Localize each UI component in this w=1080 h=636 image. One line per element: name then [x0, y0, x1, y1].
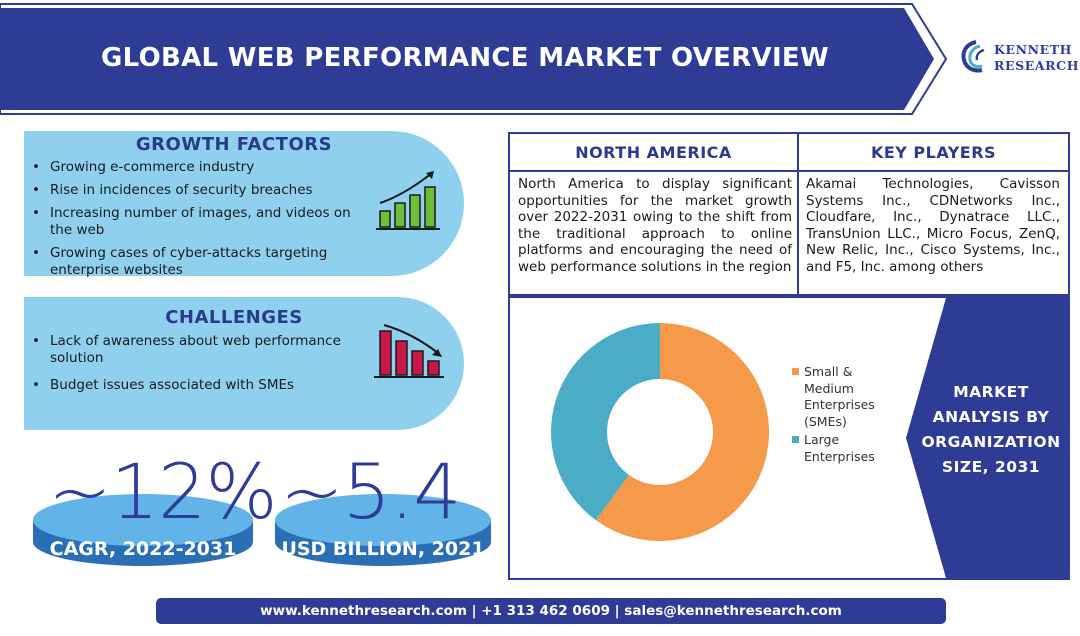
footer-contact-bar: www.kennethresearch.com | +1 313 462 060…: [156, 598, 946, 624]
cagr-value: ~12%: [48, 447, 278, 536]
market-analysis-line2: ANALYSIS BY: [932, 408, 1050, 426]
north-america-title: NORTH AMERICA: [575, 143, 732, 162]
list-item: Growing e-commerce industry: [28, 159, 358, 176]
challenges-title: CHALLENGES: [165, 307, 303, 328]
challenges-panel: CHALLENGES Lack of awareness about web p…: [24, 297, 464, 430]
challenges-list: Lack of awareness about web performance …: [28, 333, 368, 394]
donut-slice-0: [595, 323, 770, 541]
growth-chart-icon: [376, 171, 440, 230]
header-banner: [0, 3, 948, 115]
list-item: Rise in incidences of security breaches: [28, 182, 358, 199]
key-players-text: Akamai Technologies, Cavisson Systems In…: [806, 176, 1060, 275]
decline-chart-icon: [374, 324, 444, 378]
chart-frame: [508, 296, 1070, 580]
legend-label: Large Enterprises: [804, 432, 875, 464]
growth-factors-title: GROWTH FACTORS: [135, 134, 333, 155]
kenneth-research-logo: KENNETH RESEARCH: [960, 38, 1080, 78]
organization-size-donut-chart: [551, 323, 770, 541]
key-players-title: KEY PLAYERS: [870, 143, 997, 162]
market-analysis-line1: MARKET: [953, 383, 1029, 401]
growth-factors-list: Growing e-commerce industry Rise in inci…: [28, 159, 358, 279]
market-size-pedestal: [275, 494, 491, 566]
market-analysis-line4: SIZE, 2031: [941, 458, 1041, 476]
key-players-body-box: [797, 170, 1070, 296]
kenneth-research-logo-icon: [961, 40, 985, 73]
legend-label: Small & Medium Enterprises (SMEs): [804, 364, 875, 429]
growth-factors-panel: GROWTH FACTORS Growing e-commerce indust…: [24, 131, 464, 279]
north-america-text: North America to display significant opp…: [518, 176, 792, 275]
legend-swatch: [792, 436, 799, 443]
page-title: GLOBAL WEB PERFORMANCE MARKET OVERVIEW: [101, 43, 829, 73]
legend-swatch: [792, 368, 799, 375]
list-item: Growing cases of cyber-attacks targeting…: [28, 245, 358, 279]
market-analysis-title: MARKET ANALYSIS BY ORGANIZATION SIZE, 20…: [916, 380, 1066, 480]
logo-line1: KENNETH: [994, 42, 1073, 57]
cagr-label: CAGR, 2022-2031: [49, 538, 237, 560]
cagr-pedestal: [33, 494, 253, 566]
market-size-label: USD BILLION, 2021: [281, 538, 485, 560]
market-analysis-line3: ORGANIZATION: [921, 433, 1061, 451]
list-item: Increasing number of images, and videos …: [28, 205, 358, 239]
list-item: Budget issues associated with SMEs: [28, 377, 368, 394]
market-size-value: ~5.4: [280, 447, 462, 536]
logo-line2: RESEARCH: [994, 58, 1080, 73]
donut-slice-1: [551, 323, 660, 521]
list-item: Lack of awareness about web performance …: [28, 333, 368, 367]
market-analysis-banner: [906, 298, 1068, 578]
